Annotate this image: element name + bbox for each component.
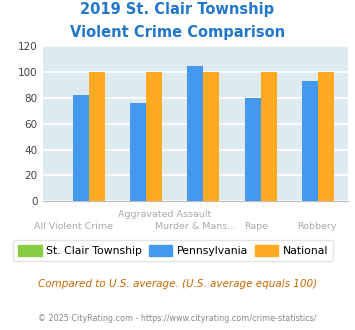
Text: Rape: Rape (244, 222, 268, 231)
Text: Aggravated Assault: Aggravated Assault (118, 210, 211, 218)
Bar (261, 72, 277, 201)
Bar (89, 72, 105, 201)
Bar (187, 66, 203, 201)
Bar (130, 103, 146, 201)
Text: Murder & Mans...: Murder & Mans... (155, 222, 236, 231)
Bar (203, 72, 219, 201)
Bar (318, 72, 334, 201)
Bar (302, 81, 318, 201)
Text: Compared to U.S. average. (U.S. average equals 100): Compared to U.S. average. (U.S. average … (38, 279, 317, 289)
Bar (245, 98, 261, 201)
Text: 2019 St. Clair Township: 2019 St. Clair Township (81, 2, 274, 16)
Legend: St. Clair Township, Pennsylvania, National: St. Clair Township, Pennsylvania, Nation… (12, 240, 333, 261)
Text: All Violent Crime: All Violent Crime (34, 222, 113, 231)
Text: Robbery: Robbery (297, 222, 337, 231)
Text: © 2025 CityRating.com - https://www.cityrating.com/crime-statistics/: © 2025 CityRating.com - https://www.city… (38, 314, 317, 323)
Bar (72, 95, 89, 201)
Text: Violent Crime Comparison: Violent Crime Comparison (70, 25, 285, 40)
Bar (146, 72, 162, 201)
